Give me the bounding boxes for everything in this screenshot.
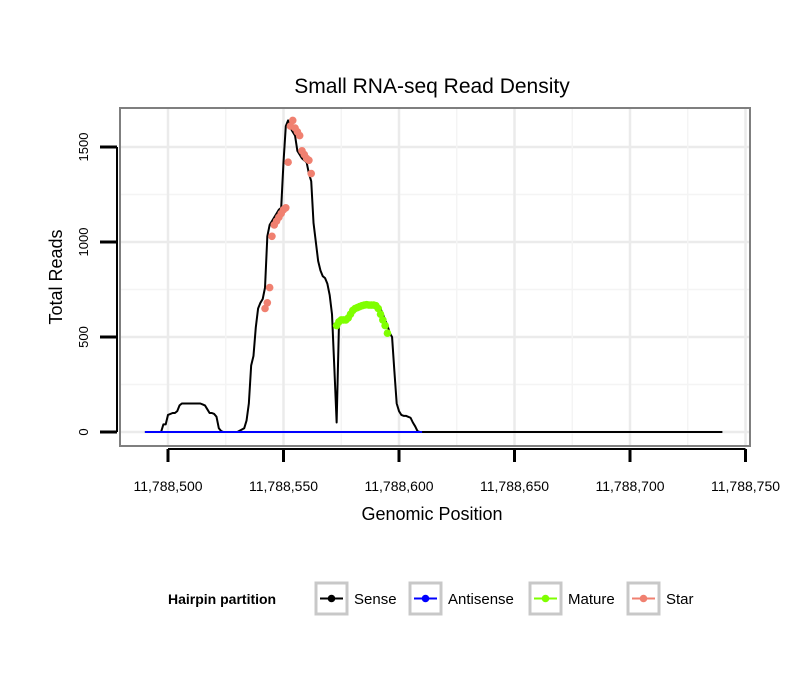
chart-title: Small RNA-seq Read Density <box>294 75 570 98</box>
y-tick-label: 0 <box>76 428 91 435</box>
data-point-star <box>288 116 297 125</box>
legend-key-point <box>639 594 648 603</box>
y-tick-label: 1500 <box>76 133 91 162</box>
legend-key-point <box>327 594 336 603</box>
legend-label: Antisense <box>448 591 514 608</box>
legend-title: Hairpin partition <box>168 591 276 607</box>
data-point-mature <box>379 316 387 324</box>
x-axis-label: Genomic Position <box>361 504 502 524</box>
data-point-star <box>261 304 269 313</box>
data-point-star <box>265 283 274 292</box>
x-tick-label: 11,788,650 <box>480 478 549 494</box>
legend-key-point <box>541 594 550 603</box>
legend-key-point <box>421 594 430 603</box>
legend-item-mature: Mature <box>528 581 615 616</box>
y-tick-label: 500 <box>76 326 91 348</box>
x-tick-label: 11,788,750 <box>711 478 780 494</box>
legend-item-star: Star <box>626 581 694 616</box>
x-axis: 11,788,500 11,788,550 11,788,600 11,788,650… <box>133 448 780 494</box>
data-point-star <box>263 299 272 307</box>
data-point-star <box>284 158 292 166</box>
legend-item-antisense: Antisense <box>408 581 514 616</box>
data-point-star <box>268 232 276 241</box>
x-tick-label: 11,788,700 <box>595 478 664 494</box>
plot-background <box>120 108 750 446</box>
data-point-mature <box>383 329 392 338</box>
legend-label: Mature <box>568 591 615 608</box>
legend-label: Sense <box>354 591 397 608</box>
y-axis: 0 500 1000 1500 <box>76 133 118 436</box>
x-tick-label: 11,788,550 <box>249 478 318 494</box>
plot-border <box>119 107 751 447</box>
data-point-star <box>307 169 316 178</box>
y-tick-label: 1000 <box>76 228 91 257</box>
x-tick-label: 11,788,500 <box>133 478 202 494</box>
x-tick-label: 11,788,600 <box>364 478 433 494</box>
grid-lines <box>120 108 750 446</box>
data-point-mature <box>374 304 383 313</box>
data-point-mature <box>376 310 385 319</box>
series-layer <box>144 116 723 433</box>
data-point-mature <box>381 321 389 330</box>
legend-item-sense: Sense <box>314 581 397 616</box>
legend: Hairpin partition Sense Antisense Mature St… <box>168 581 694 616</box>
y-axis-label: Total Reads <box>46 229 66 324</box>
data-point-star <box>282 204 290 212</box>
legend-label: Star <box>666 591 694 608</box>
data-point-star <box>295 131 304 140</box>
data-point-star <box>305 156 313 165</box>
